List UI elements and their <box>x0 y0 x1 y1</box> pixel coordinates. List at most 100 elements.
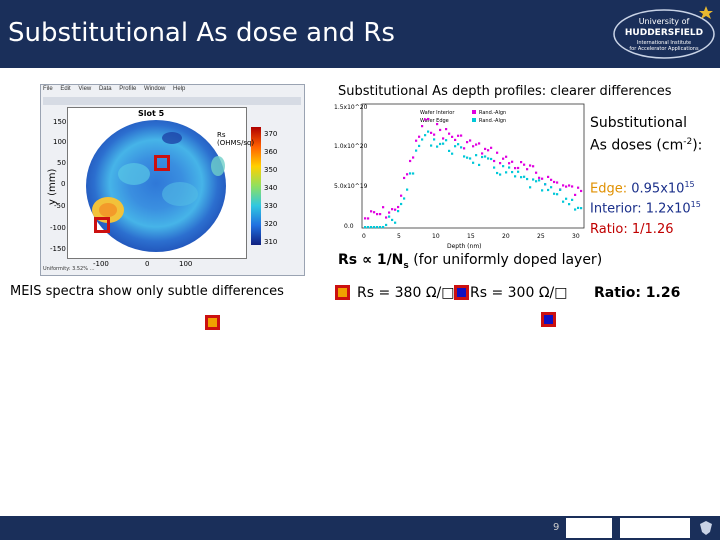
edge-point <box>388 215 391 218</box>
edge-point <box>553 192 556 195</box>
edge-point <box>493 166 496 169</box>
interior-point <box>421 125 424 128</box>
menu-help[interactable]: Help <box>173 86 186 92</box>
interior-point <box>538 176 541 179</box>
edge-point <box>556 193 559 196</box>
interior-point <box>367 217 370 220</box>
logo-line2: HUDDERSFIELD <box>625 28 703 38</box>
interior-point <box>502 157 505 160</box>
rs-interior-value: Rs = 300 Ω/□ <box>470 285 568 301</box>
edge-point <box>580 207 583 210</box>
edge-point <box>433 138 436 141</box>
y-tick-0: 0 <box>61 180 66 188</box>
interior-point <box>418 135 421 138</box>
interior-point <box>424 118 427 121</box>
interior-point <box>580 189 583 193</box>
interior-point <box>397 205 400 209</box>
chart-y-tick-2: 5.0x10^19 <box>334 183 368 190</box>
y-tick-neg150: -150 <box>50 245 66 253</box>
cb-tick-370: 370 <box>264 130 278 138</box>
interior-point <box>385 216 388 219</box>
interior-point <box>445 127 448 131</box>
edge-point <box>523 175 526 178</box>
edge-legend-square <box>335 285 350 300</box>
interior-legend-square <box>454 285 469 300</box>
crest-icon <box>700 521 712 535</box>
interior-dose-exp: 15 <box>690 200 701 209</box>
interior-point <box>466 141 469 144</box>
interior-point <box>457 134 460 137</box>
chart-y-tick-3: 0.0 <box>344 223 354 230</box>
interior-point <box>406 173 409 176</box>
interior-point <box>430 131 433 134</box>
logo-line3: International Institute <box>637 40 691 46</box>
colorbar-label: Rs (OHMS/sq) <box>217 131 255 147</box>
interior-point <box>472 145 475 148</box>
legend-swatch-0 <box>472 110 476 114</box>
edge-point <box>511 170 514 174</box>
cb-tick-360: 360 <box>264 148 278 156</box>
menu-data[interactable]: Data <box>98 86 112 92</box>
chart-series-points <box>364 117 583 229</box>
edge-point <box>514 175 517 178</box>
edge-point <box>466 156 469 159</box>
menu-file[interactable]: File <box>43 86 53 92</box>
interior-point <box>388 211 391 214</box>
menu-edit[interactable]: Edit <box>60 86 71 92</box>
interior-point <box>577 186 580 189</box>
interior-point <box>487 149 490 152</box>
menu-profile[interactable]: Profile <box>119 86 137 92</box>
menu-view[interactable]: View <box>78 86 92 92</box>
interior-point <box>568 184 571 187</box>
edge-point <box>478 163 481 167</box>
interior-point <box>517 166 520 170</box>
edge-point <box>406 188 409 191</box>
edge-dose-label: Edge: <box>590 181 628 197</box>
interior-point <box>565 185 568 188</box>
depth-profile-chart: 1.5x10^20 1.0x10^20 5.0x10^19 0.0 0 5 10… <box>334 103 585 250</box>
edge-point <box>391 218 394 222</box>
edge-point <box>481 155 484 159</box>
interior-point <box>469 139 472 142</box>
edge-point <box>526 177 529 181</box>
edge-point <box>472 161 475 164</box>
edge-point <box>457 143 460 146</box>
interior-point <box>412 156 415 159</box>
interior-point <box>382 206 385 209</box>
edge-point <box>577 206 580 209</box>
chart-x-tick-0: 0 <box>362 233 366 240</box>
formula-subscript: s <box>403 260 409 271</box>
interior-point <box>427 117 430 121</box>
interior-point <box>370 210 373 213</box>
edge-point <box>460 146 463 149</box>
interior-dose-label: Interior: <box>590 201 642 217</box>
edge-point <box>550 186 553 189</box>
interior-point <box>454 138 457 142</box>
chart-x-tick-1: 5 <box>397 233 401 240</box>
university-logo: University of HUDDERSFIELD International… <box>613 6 715 59</box>
edge-marker <box>94 217 110 233</box>
interior-point <box>541 177 544 180</box>
chart-x-tick-3: 15 <box>467 233 475 240</box>
edge-square-marker <box>205 315 220 330</box>
interior-dose: Interior: 1.2x1015 <box>590 200 701 216</box>
status-line: Uniformity: 3.52% … <box>43 266 95 272</box>
edge-point <box>454 145 457 148</box>
edge-point <box>547 188 550 192</box>
rs-map-window: File Edit View Data Profile Window Help <box>40 84 305 276</box>
interior-point <box>490 146 493 149</box>
rs-formula: Rs ∝ 1/Ns (for uniformly doped layer) <box>338 252 602 271</box>
edge-dose-exp: 15 <box>684 180 695 189</box>
edge-point <box>370 226 373 229</box>
menu-window[interactable]: Window <box>143 86 166 92</box>
doses-heading-1: Substitutional <box>590 115 687 131</box>
edge-point <box>439 142 442 146</box>
edge-point <box>541 189 544 192</box>
toolbar <box>43 97 301 105</box>
doses-heading-exp: -2 <box>683 137 693 147</box>
interior-point <box>535 171 538 174</box>
interior-point <box>505 155 508 158</box>
legend-swatch-1 <box>472 118 476 122</box>
interior-point <box>463 147 466 150</box>
interior-point <box>391 208 394 211</box>
